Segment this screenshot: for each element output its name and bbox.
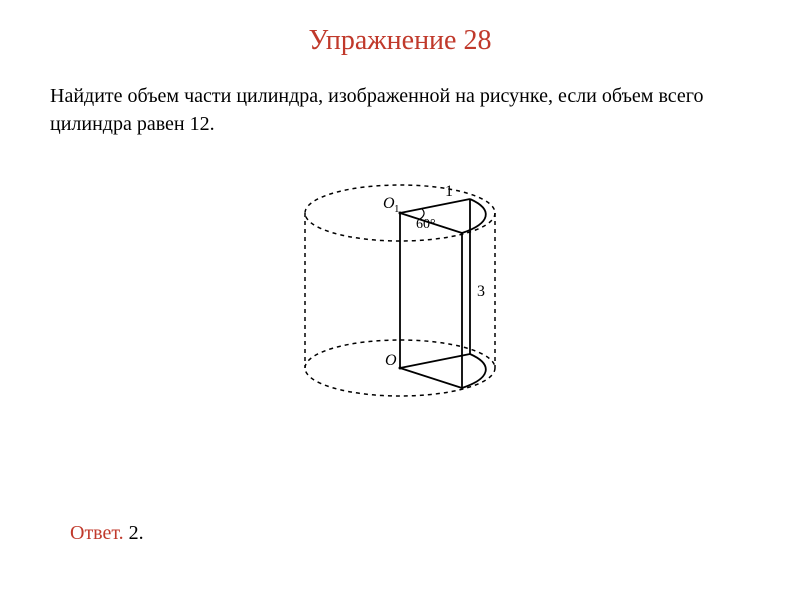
label-radius: 1	[445, 183, 453, 200]
diagram-container: O 1 O 1 60° 3	[0, 158, 800, 423]
label-O: O	[385, 352, 397, 369]
label-O1-sub: 1	[394, 203, 400, 215]
cylinder-diagram: O 1 O 1 60° 3	[270, 158, 530, 418]
label-angle: 60°	[416, 217, 436, 232]
answer-value: 2.	[124, 522, 144, 544]
problem-statement: Найдите объем части цилиндра, изображенн…	[0, 57, 800, 138]
exercise-title: Упражнение 28	[0, 0, 800, 57]
label-height: 3	[477, 283, 485, 300]
answer-label: Ответ.	[70, 522, 124, 544]
answer-row: Ответ. 2.	[70, 522, 144, 545]
